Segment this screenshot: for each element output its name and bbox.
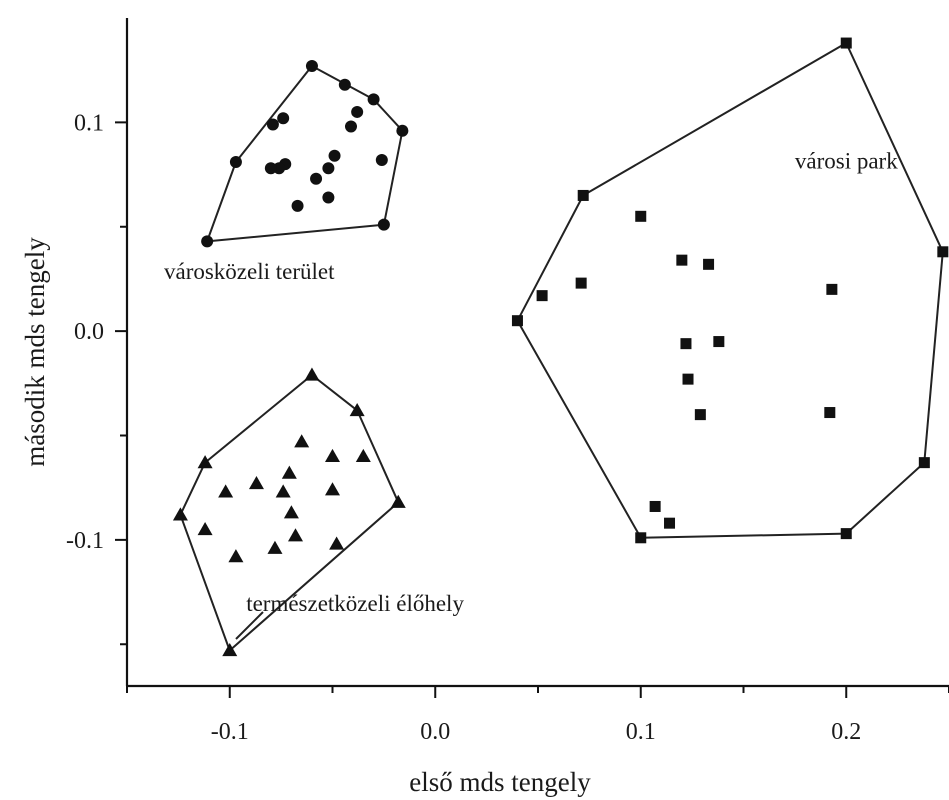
square-point bbox=[703, 258, 715, 270]
square-point bbox=[682, 373, 694, 385]
triangle-point bbox=[197, 521, 213, 536]
label-leader-line bbox=[235, 611, 264, 640]
triangle-point bbox=[349, 402, 365, 417]
square-point bbox=[713, 336, 725, 348]
triangle-point bbox=[222, 643, 238, 657]
square-point bbox=[635, 532, 647, 544]
circle-point bbox=[344, 120, 357, 133]
circle-point bbox=[328, 149, 341, 162]
circle-point bbox=[273, 162, 286, 175]
square-point bbox=[577, 189, 589, 201]
triangle-point bbox=[248, 476, 264, 490]
triangle-point bbox=[325, 482, 340, 496]
triangle-point bbox=[275, 484, 291, 498]
circle-point bbox=[367, 93, 380, 106]
circle-point bbox=[322, 191, 335, 204]
square-point bbox=[511, 315, 523, 327]
triangle-point bbox=[355, 448, 371, 462]
circle-point bbox=[310, 172, 323, 185]
data-points bbox=[172, 37, 949, 657]
square-point bbox=[840, 528, 852, 540]
circle-point bbox=[396, 124, 409, 137]
square-point bbox=[824, 407, 836, 419]
triangle-point bbox=[325, 448, 340, 462]
circle-point bbox=[338, 78, 351, 91]
y-tick-label: -0.1 bbox=[66, 528, 104, 554]
circle-point bbox=[305, 60, 318, 73]
circle-point bbox=[377, 218, 390, 231]
square-point bbox=[826, 283, 838, 295]
square-point bbox=[840, 37, 852, 49]
circle-point bbox=[375, 153, 388, 166]
circle-point bbox=[277, 112, 290, 125]
x-tick-label: 0.1 bbox=[626, 719, 656, 745]
square-point bbox=[676, 254, 688, 266]
square-point bbox=[937, 246, 949, 258]
x-tick-label: 0.2 bbox=[831, 719, 861, 745]
circle-point bbox=[229, 156, 242, 169]
group-label: városi park bbox=[795, 148, 898, 173]
triangle-point bbox=[197, 455, 213, 469]
y-tick-label: 0.0 bbox=[74, 319, 104, 345]
square-point bbox=[536, 290, 548, 302]
square-point bbox=[918, 457, 930, 469]
triangle-point bbox=[390, 494, 406, 508]
circle-point bbox=[291, 199, 304, 212]
square-point bbox=[694, 409, 706, 421]
triangle-point bbox=[304, 367, 320, 381]
triangle-point bbox=[294, 434, 310, 448]
hull-circle-group bbox=[206, 65, 404, 243]
triangle-point bbox=[172, 507, 188, 521]
ticks: -0.1 0.0 0.1 0.2 0.1 0.0 -0.1 bbox=[66, 110, 949, 745]
circle-point bbox=[322, 162, 335, 175]
triangle-point bbox=[283, 505, 299, 519]
square-point bbox=[635, 210, 647, 222]
axes bbox=[125, 18, 949, 688]
circle-point bbox=[264, 162, 277, 175]
circle-point bbox=[266, 118, 279, 131]
triangle-point bbox=[228, 549, 244, 563]
y-tick-label: 0.1 bbox=[74, 110, 104, 136]
circle-point bbox=[351, 105, 364, 118]
triangle-point bbox=[329, 536, 345, 550]
group-hulls bbox=[179, 42, 944, 652]
square-point bbox=[664, 517, 676, 529]
label-leaders bbox=[235, 611, 264, 640]
group-label: városközeli terület bbox=[164, 259, 335, 284]
hull-square-group bbox=[516, 42, 944, 539]
triangle-point bbox=[267, 540, 283, 554]
x-tick-label: 0.0 bbox=[420, 719, 450, 745]
triangle-point bbox=[281, 465, 297, 479]
x-tick-label: -0.1 bbox=[211, 719, 249, 745]
square-point bbox=[649, 500, 661, 512]
square-point bbox=[680, 338, 692, 350]
square-point bbox=[575, 277, 587, 289]
group-label: természetközeli élőhely bbox=[246, 591, 464, 616]
circle-point bbox=[201, 235, 214, 248]
group-labels: városközeli terület városi park természetk… bbox=[164, 148, 898, 616]
y-axis-title: második mds tengely bbox=[20, 237, 50, 467]
x-axis-title: első mds tengely bbox=[409, 767, 591, 797]
triangle-point bbox=[218, 484, 234, 498]
triangle-point bbox=[288, 528, 304, 542]
